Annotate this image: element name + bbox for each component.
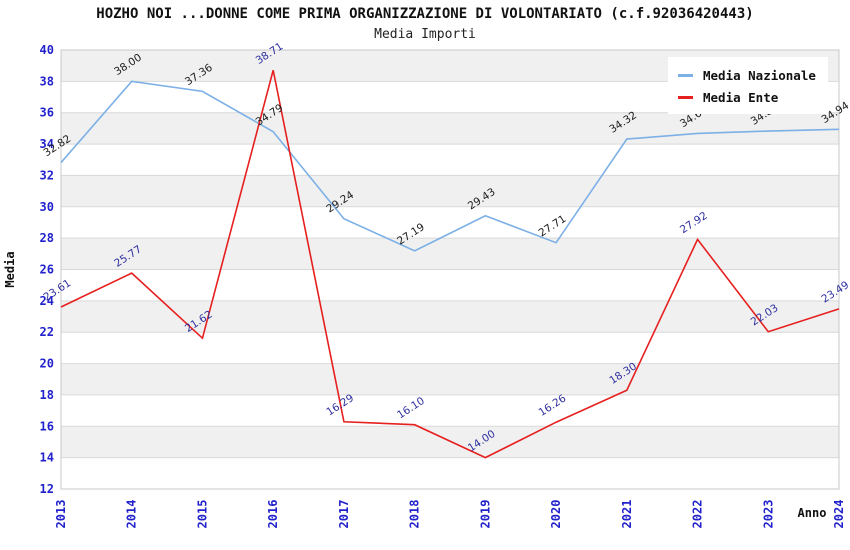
y-tick-label: 40 [40, 43, 54, 57]
series-line-media-ente [60, 70, 840, 459]
series-line-media-nazionale [60, 80, 840, 252]
y-tick-label: 16 [40, 419, 54, 433]
chart-title: HOZHO NOI ...DONNE COME PRIMA ORGANIZZAZ… [96, 6, 754, 22]
x-tick-label: 2021 [620, 500, 634, 529]
y-tick-label: 28 [40, 231, 54, 245]
grid-band [61, 238, 839, 270]
legend-item-media-ente: Media Ente [678, 86, 816, 108]
y-tick-label: 12 [40, 482, 54, 496]
y-tick-label: 24 [40, 294, 54, 308]
y-tick-label: 26 [40, 263, 54, 277]
legend-label-ente: Media Ente [703, 89, 779, 105]
legend: Media Nazionale Media Ente [668, 57, 828, 114]
y-tick-label: 14 [40, 451, 54, 465]
y-tick-label: 32 [40, 168, 54, 182]
x-tick-label: 2020 [549, 500, 563, 529]
y-tick-label: 18 [40, 388, 54, 402]
x-tick-label: 2015 [195, 500, 209, 529]
data-label-media-ente: 27.92 [678, 210, 710, 236]
y-tick-label: 20 [40, 357, 54, 371]
data-label-media-ente: 16.29 [324, 392, 356, 418]
y-tick-label: 36 [40, 106, 54, 120]
legend-swatch-ente-icon [678, 95, 693, 99]
x-tick-label: 2022 [691, 500, 705, 529]
x-tick-label: 2024 [832, 500, 846, 529]
y-tick-label: 34 [40, 137, 54, 151]
x-tick-label: 2013 [54, 500, 68, 529]
data-label-media-nazionale: 27.71 [537, 213, 569, 239]
data-label-media-ente: 16.10 [395, 395, 427, 421]
x-axis-title: Anno [798, 506, 827, 520]
legend-label-nazionale: Media Nazionale [703, 67, 816, 83]
grid-band [61, 300, 839, 333]
data-label-media-ente: 23.61 [41, 277, 73, 303]
grid-band [61, 175, 839, 207]
x-tick-label: 2019 [478, 500, 492, 529]
x-tick-label: 2018 [408, 500, 422, 529]
data-label-media-ente: 16.26 [537, 392, 569, 419]
y-tick-label: 30 [40, 200, 54, 214]
legend-swatch-nazionale-icon [678, 73, 693, 77]
grid-band [61, 112, 839, 145]
x-tick-label: 2023 [761, 500, 775, 529]
x-tick-label: 2016 [266, 500, 280, 529]
chart-subtitle: Media Importi [374, 27, 476, 42]
legend-item-media-nazionale: Media Nazionale [678, 64, 816, 86]
plot-border [60, 49, 840, 490]
x-tick-label: 2014 [125, 500, 139, 529]
x-tick-label: 2017 [337, 500, 351, 529]
grid-band [61, 363, 839, 395]
y-axis-title: Media [3, 251, 17, 287]
y-tick-label: 38 [40, 74, 54, 88]
y-tick-label: 22 [40, 325, 54, 339]
